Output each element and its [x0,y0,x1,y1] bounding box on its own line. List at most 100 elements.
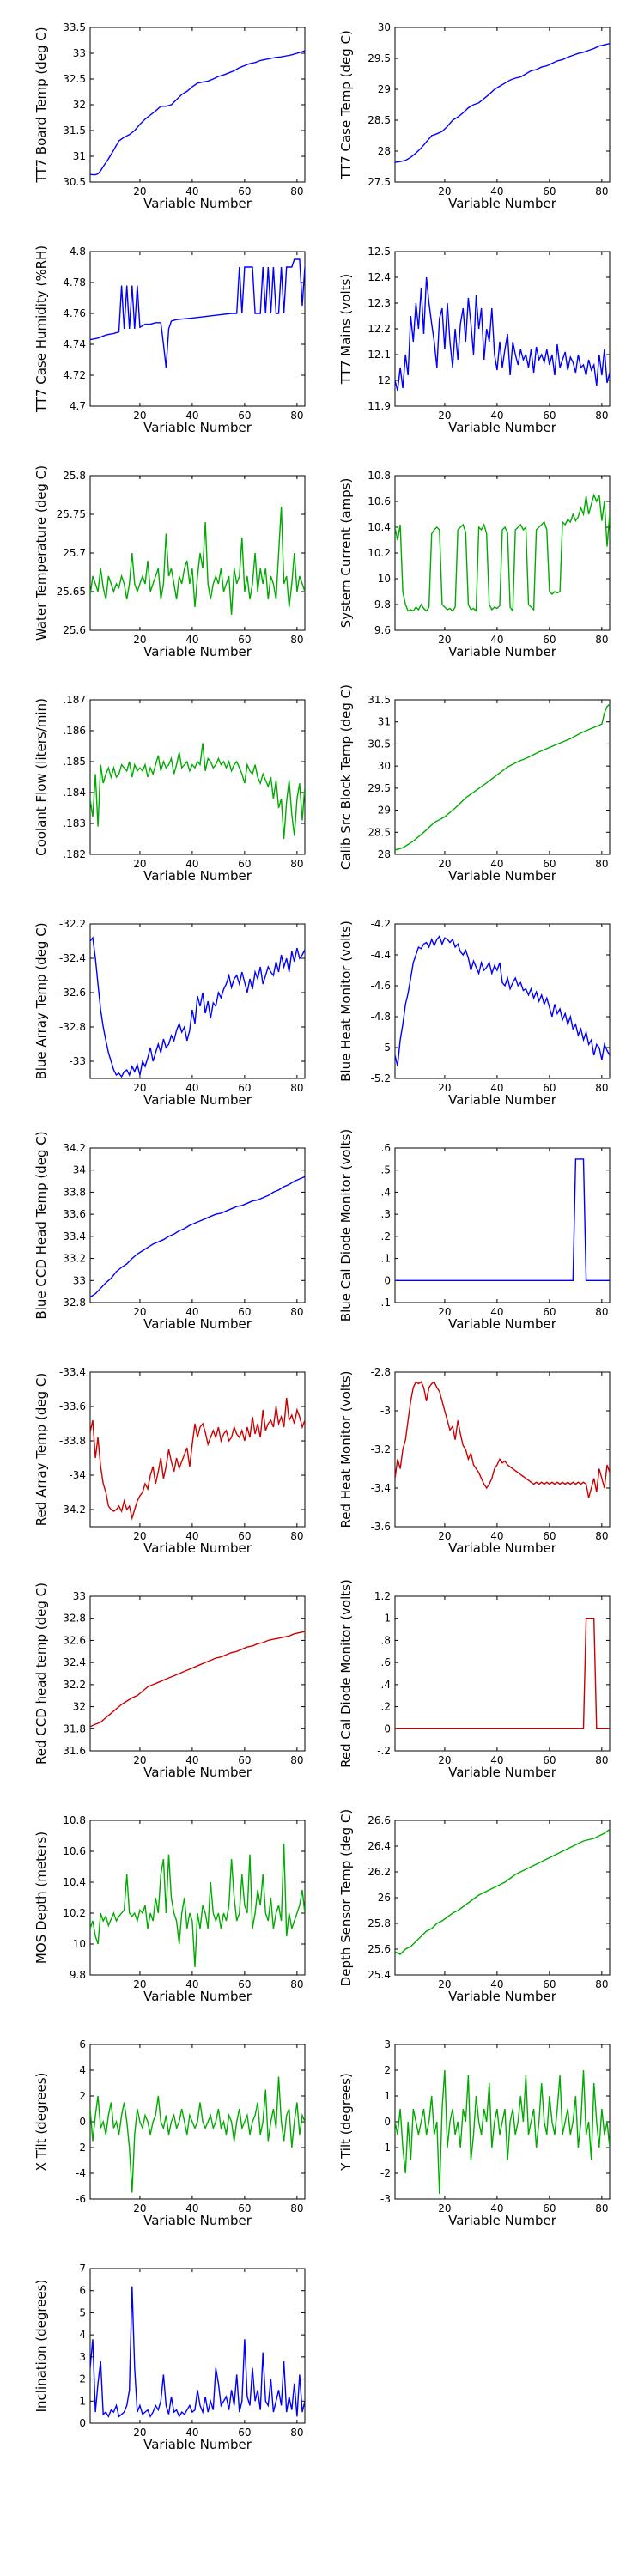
series-line [395,1158,610,1282]
x-tick-label: 20 [133,1530,146,1542]
y-tick-label: 9.8 [70,1969,86,1981]
y-tick-label: 32 [73,99,86,111]
y-tick-label: .187 [63,694,86,706]
y-tick-label: .1 [381,1253,391,1265]
y-tick-label: 30.5 [368,738,391,750]
x-tick-label: 80 [595,185,608,197]
x-tick-label: 80 [290,1306,303,1318]
chart-panel: 31.6 31.8 32 32.2 32.4 32.6 32.8 33 20 40 60 80 Vari… [33,1583,306,1780]
plot-frame [89,27,306,183]
x-tick-label: 40 [185,185,198,197]
x-tick-label: 60 [543,858,556,870]
chart-panel: 28 28.5 29 29.5 30 30.5 31 31.5 20 40 60 80 Variable… [338,684,611,884]
y-tick-label: .6 [381,1142,391,1154]
x-tick-label: 40 [185,634,198,646]
y-tick-label: 4 [79,2064,86,2076]
y-tick-label: .3 [381,1208,391,1220]
x-tick-label: 20 [133,185,146,197]
x-axis-title: Variable Number [143,1316,252,1332]
y-tick-label: 4.76 [63,307,86,319]
x-tick-label: 40 [185,410,198,422]
x-tick-label: 80 [595,1306,608,1318]
x-axis-title: Variable Number [143,868,252,884]
series-line [90,1843,305,1968]
chart-panel: 30.5 31 31.5 32 32.5 33 33.5 20 40 60 80 Variable N… [33,21,306,211]
y-tick-label: 29 [378,83,391,95]
y-tick-label: 9.8 [374,598,391,611]
x-tick-label: 80 [595,2202,608,2215]
y-tick-label: .8 [381,1634,391,1646]
x-tick-label: 80 [595,1978,608,1990]
series-line [395,276,610,392]
x-tick-label: 40 [490,1306,503,1318]
y-tick-label: 0 [79,2116,86,2128]
y-axis-title: TT7 Case Humidity (%RH) [33,246,49,413]
y-axis-title: Blue CCD Head Temp (deg C) [33,1131,49,1319]
x-tick-label: 20 [133,2202,146,2215]
x-tick-label: 60 [238,2202,251,2215]
y-tick-label: 31.8 [63,1722,86,1735]
y-tick-label: 25.8 [368,1917,391,1929]
plot-frame [89,2268,306,2424]
y-axis-title: Inclination (degrees) [33,2280,49,2413]
y-tick-label: 32.5 [63,73,86,85]
y-tick-label: 27.5 [368,176,391,188]
y-tick-label: 34.2 [63,1142,86,1154]
y-tick-label: 10.6 [63,1845,86,1857]
x-tick-label: 80 [290,1082,303,1094]
x-tick-label: 60 [543,634,556,646]
y-tick-label: 32.8 [63,1613,86,1625]
x-tick-label: 40 [490,1754,503,1766]
chart-panel: 9.8 10 10.2 10.4 10.6 10.8 20 40 60 80 Variable Nu… [33,1814,306,2004]
chart-panel: -5.2 -5 -4.8 -4.6 -4.4 -4.2 20 40 60 80 Variable N… [338,918,611,1108]
y-tick-label: 2 [79,2090,86,2102]
y-tick-label: 33.2 [63,1253,86,1265]
y-axis-title: Red Heat Monitor (volts) [338,1370,354,1528]
y-tick-label: -3.2 [371,1443,391,1455]
series-line [90,936,305,1078]
x-tick-label: 20 [438,858,451,870]
y-tick-label: 6 [79,2285,86,2297]
y-tick-label: -2.8 [371,1366,391,1378]
x-tick-label: 40 [490,1082,503,1094]
plot-frame [394,475,611,631]
plot-frame [394,699,611,855]
series-line [90,743,305,840]
x-axis-title: Variable Number [143,1092,252,1108]
y-tick-label: 31 [73,150,86,162]
y-tick-label: 26.2 [368,1866,391,1878]
y-tick-label: 10.2 [368,547,391,559]
y-tick-label: -3.4 [371,1482,391,1494]
series-line [90,506,305,616]
y-tick-label: -32.4 [59,952,86,964]
y-tick-label: 30 [378,21,391,33]
y-tick-label: -6 [76,2193,86,2205]
y-tick-label: 31.5 [63,125,86,137]
series-line [90,1176,305,1298]
x-tick-label: 20 [438,634,451,646]
chart-panel: -6 -4 -2 0 2 4 6 20 40 60 80 Variable Number X Tilt … [33,2038,306,2228]
plot-frame [394,27,611,183]
y-tick-label: 12.1 [368,349,391,361]
x-tick-label: 40 [490,634,503,646]
y-tick-label: 25.6 [63,624,86,636]
x-tick-label: 60 [238,185,251,197]
x-tick-label: 60 [238,2427,251,2439]
y-tick-label: 12 [378,374,391,386]
x-tick-label: 20 [133,1978,146,1990]
x-tick-label: 60 [238,1978,251,1990]
y-axis-title: Blue Cal Diode Monitor (volts) [338,1129,354,1321]
plot-frame [394,1595,611,1752]
y-tick-label: 4 [79,2329,86,2341]
x-tick-label: 20 [438,1306,451,1318]
y-tick-label: 4.8 [70,246,86,258]
y-tick-label: -32.6 [59,987,86,999]
series-line [395,493,610,613]
y-tick-label: 1 [384,1613,391,1625]
x-tick-label: 40 [490,858,503,870]
y-tick-label: -4.4 [371,949,391,961]
x-tick-label: 40 [185,2427,198,2439]
y-tick-label: -4.6 [371,980,391,992]
x-axis-title: Variable Number [448,1765,557,1780]
x-tick-label: 60 [238,1306,251,1318]
